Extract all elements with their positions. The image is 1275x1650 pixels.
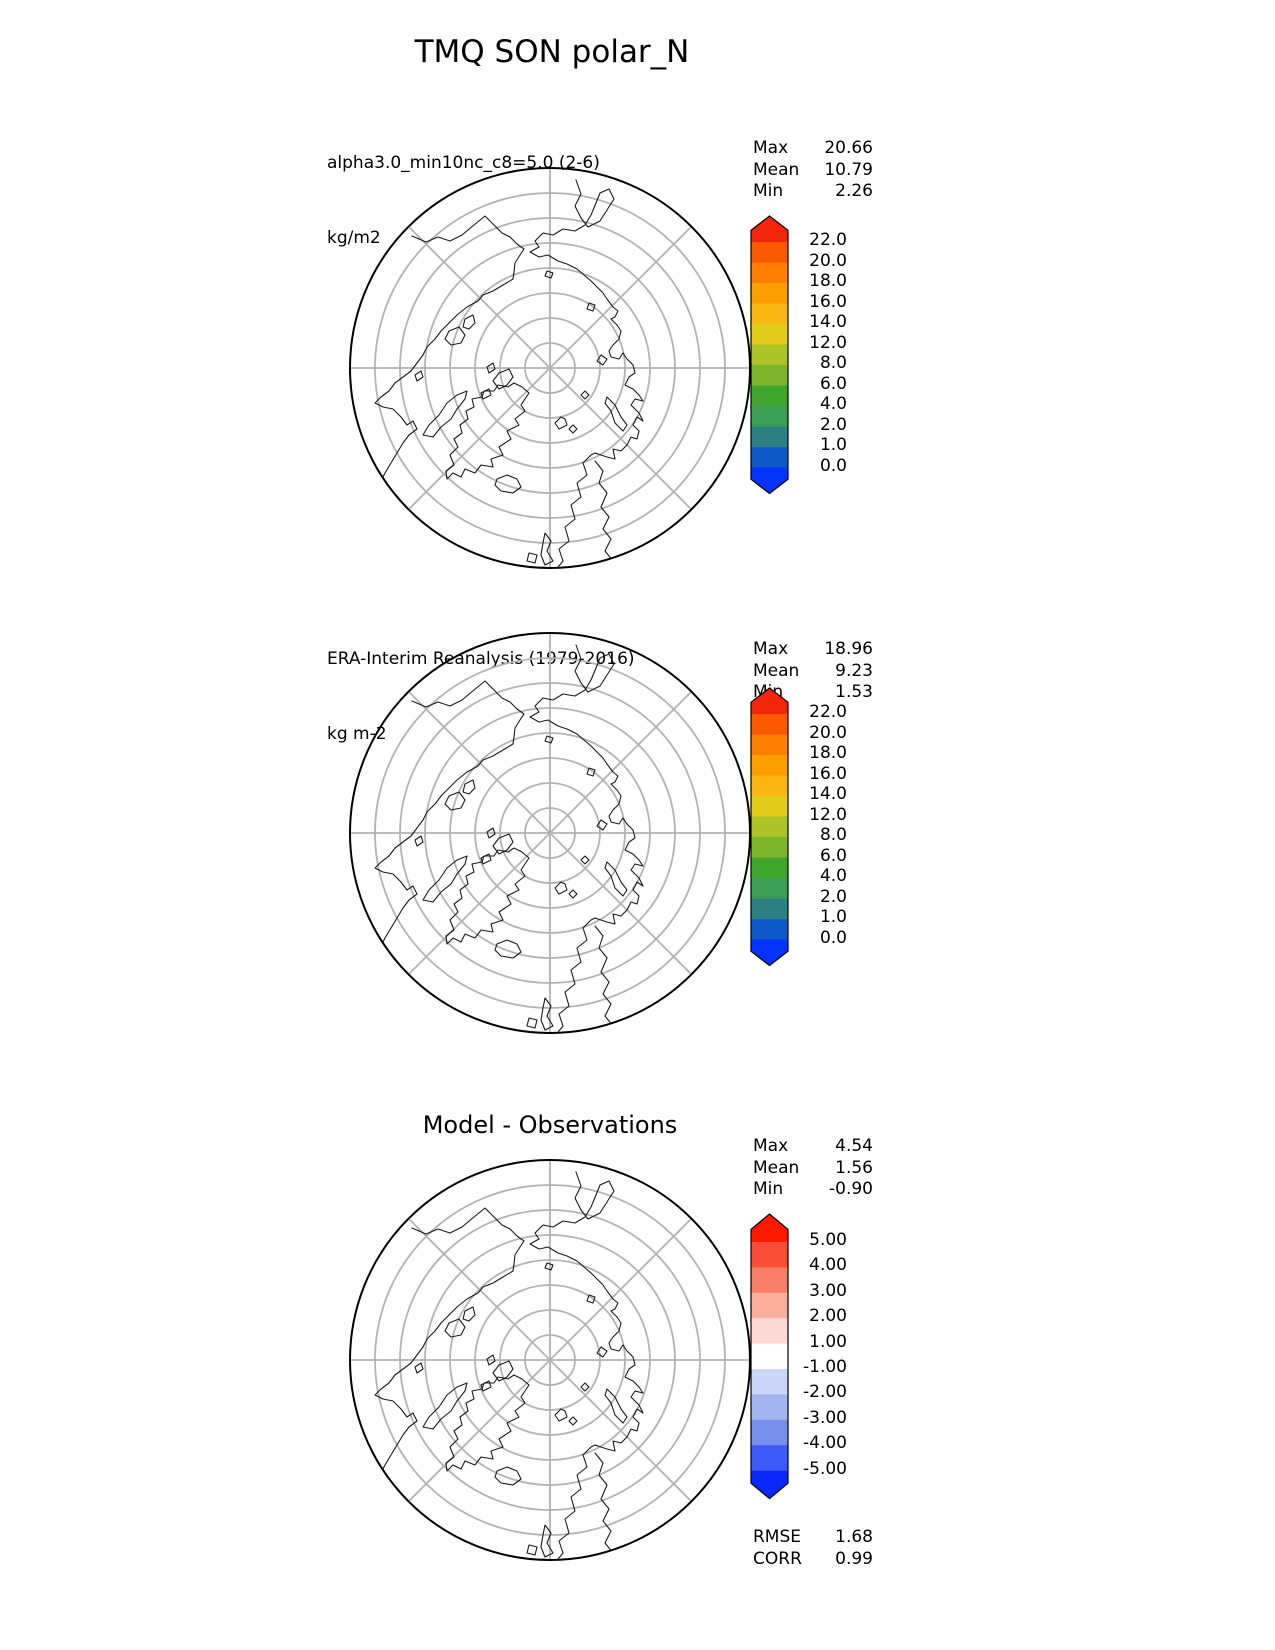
colorbar-tick-label: 22.0: [809, 230, 847, 250]
colorbar-tick-label: -4.00: [803, 1433, 847, 1454]
stat-row: Max 4.54: [753, 1136, 873, 1158]
colorbar-tick-label: -1.00: [803, 1357, 847, 1377]
colorbar-tick-label: 0.0: [819, 455, 847, 476]
colorbar-tick-label: 18.0: [809, 743, 847, 763]
colorbar-tick-label: 1.0: [819, 907, 847, 927]
panel-1-subtitle: alpha3.0_min10nc_c8=5.0 (2-6) kg/m2: [327, 101, 600, 301]
colorbar-tick-label: 8.0: [819, 353, 847, 373]
stat-label: Max: [753, 1136, 789, 1156]
colorbar-observations-ticks: 22.0 20.0 18.0 16.0 14.0 12.0 8.0 6.0 4.0 2.0 1.0 0…: [797, 686, 847, 966]
stat-label: CORR: [753, 1548, 802, 1569]
colorbar-tick-label: 22.0: [809, 702, 847, 722]
stat-label: RMSE: [753, 1527, 802, 1547]
colorbar-tick-label: -3.00: [803, 1407, 847, 1428]
colorbar-tick-label: 20.0: [809, 250, 847, 271]
colorbar-tick-label: 4.0: [819, 866, 847, 886]
stat-label: Max: [753, 138, 789, 158]
rmse-corr-block: RMSE 1.68 CORR 0.99: [753, 1527, 873, 1570]
stat-row: Max 20.66: [753, 138, 873, 160]
colorbar-tick-label: 3.00: [809, 1280, 847, 1301]
stat-value: 0.99: [835, 1548, 873, 1569]
stat-row: Mean 10.79: [753, 160, 873, 182]
panel-1-subtitle-line1: alpha3.0_min10nc_c8=5.0 (2-6): [327, 153, 600, 173]
stat-row: Min -0.90: [753, 1179, 873, 1201]
stat-label: Mean: [753, 660, 800, 681]
polar-map-difference: [340, 1150, 760, 1570]
colorbar-difference-ticks: 5.00 4.00 3.00 2.00 1.00 -1.00 -2.00 -3.00 -4.00…: [797, 1212, 847, 1502]
colorbar-tick-label: 16.0: [809, 291, 847, 312]
colorbar-tick-label: 1.00: [809, 1331, 847, 1352]
colorbar-tick-label: 6.0: [819, 845, 847, 866]
colorbar-tick-label: 12.0: [809, 332, 847, 353]
colorbar-tick-label: 2.0: [819, 414, 847, 435]
colorbar-tick-label: 16.0: [809, 763, 847, 784]
stat-value: 10.79: [824, 159, 873, 180]
stat-row: Min 2.26: [753, 181, 873, 203]
panel-3-title: Model - Observations: [422, 1111, 678, 1139]
stat-value: 4.54: [835, 1136, 873, 1156]
colorbar-tick-label: 14.0: [809, 784, 847, 804]
colorbar-observations: [749, 686, 790, 972]
stat-label: Min: [753, 181, 784, 201]
colorbar-tick-label: 2.0: [819, 886, 847, 907]
stat-value: 1.68: [835, 1527, 873, 1547]
stat-row: Max 18.96: [753, 639, 873, 661]
colorbar-tick-label: -5.00: [803, 1458, 847, 1479]
polar-map-observations: [340, 623, 760, 1043]
colorbar-tick-label: 12.0: [809, 804, 847, 825]
stats-block-difference: Max 4.54 Mean 1.56 Min -0.90: [753, 1136, 873, 1201]
stat-value: 18.96: [824, 639, 873, 659]
colorbar-tick-label: 18.0: [809, 271, 847, 291]
stat-label: Min: [753, 1179, 784, 1199]
colorbar-tick-label: 0.0: [819, 927, 847, 948]
polar-map-model: [340, 158, 760, 578]
stat-value: 2.26: [835, 181, 873, 201]
colorbar-model-ticks: 22.0 20.0 18.0 16.0 14.0 12.0 8.0 6.0 4.0 2.0 1.0 0…: [797, 214, 847, 494]
panel-1-units: kg/m2: [327, 228, 381, 248]
stats-block-model: Max 20.66 Mean 10.79 Min 2.26: [753, 138, 873, 203]
stat-row: CORR 0.99: [753, 1549, 873, 1571]
colorbar-tick-label: 14.0: [809, 312, 847, 332]
colorbar-tick-label: -2.00: [803, 1382, 847, 1403]
colorbar-tick-label: 8.0: [819, 825, 847, 845]
stat-row: RMSE 1.68: [753, 1527, 873, 1549]
stat-label: Max: [753, 639, 789, 659]
colorbar-tick-label: 2.00: [809, 1306, 847, 1327]
stat-label: Mean: [753, 159, 800, 180]
stat-row: Mean 1.56: [753, 1158, 873, 1180]
colorbar-tick-label: 20.0: [809, 722, 847, 743]
stat-label: Mean: [753, 1157, 800, 1178]
colorbar-difference: [749, 1212, 790, 1505]
stat-value: 1.53: [835, 682, 873, 702]
stat-row: Mean 9.23: [753, 661, 873, 683]
colorbar-tick-label: 4.0: [819, 394, 847, 414]
colorbar-tick-label: 6.0: [819, 373, 847, 394]
stat-value: -0.90: [829, 1179, 873, 1199]
stat-value: 20.66: [824, 138, 873, 158]
colorbar-tick-label: 1.0: [819, 435, 847, 455]
colorbar-model: [749, 214, 790, 500]
stat-value: 1.56: [835, 1157, 873, 1178]
colorbar-tick-label: 5.00: [809, 1230, 847, 1250]
page-title: TMQ SON polar_N: [414, 34, 690, 70]
colorbar-tick-label: 4.00: [809, 1255, 847, 1276]
stat-value: 9.23: [835, 660, 873, 681]
